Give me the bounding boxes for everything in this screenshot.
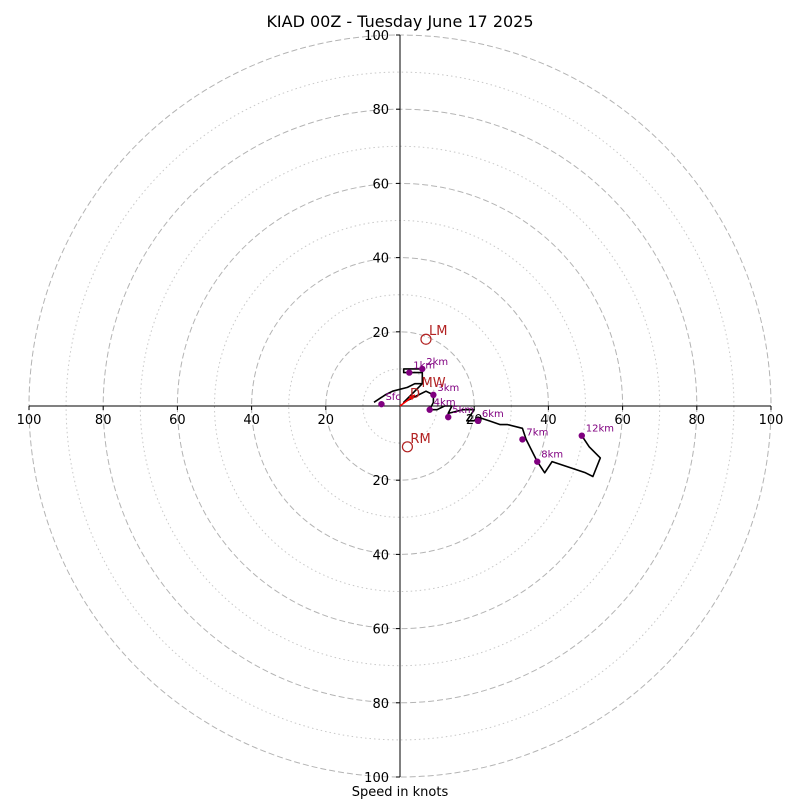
height-marker-7: [519, 436, 526, 443]
height-label-8: 8km: [541, 450, 563, 461]
y-tick-top-20: 20: [372, 326, 389, 341]
height-marker-6: [474, 417, 482, 425]
storm-marker-lm: [420, 333, 432, 345]
y-tick-bottom-20: 20: [372, 474, 389, 489]
deviant-motion-label: D: [410, 387, 420, 402]
chart-title: KIAD 00Z - Tuesday June 17 2025: [266, 12, 533, 31]
storm-marker-rm: [401, 441, 414, 453]
x-tick-right-80: 80: [689, 413, 706, 428]
height-label-5: 5km: [452, 405, 474, 416]
x-tick-right-100: 100: [759, 413, 784, 428]
x-tick-left-20: 20: [318, 413, 335, 428]
height-label-6: 6km: [482, 409, 504, 420]
height-marker-2: [419, 365, 426, 373]
storm-label-rm: RM: [410, 432, 430, 447]
height-marker-0: [378, 400, 385, 408]
height-label-3: 3km: [437, 383, 459, 394]
height-marker-4: [426, 406, 433, 413]
x-tick-left-100: 100: [17, 413, 42, 428]
y-tick-bottom-80: 80: [372, 697, 389, 712]
y-tick-bottom-40: 40: [372, 548, 389, 563]
y-tick-bottom-60: 60: [372, 623, 389, 638]
hodograph-trace: [373, 368, 602, 478]
height-label-2: 2km: [426, 357, 448, 368]
height-label-1: 1km: [413, 361, 435, 372]
height-marker-3: [430, 391, 437, 399]
height-label-9: 12km: [586, 424, 614, 435]
y-tick-top-60: 60: [372, 177, 389, 192]
height-label-0: Sfc: [385, 392, 400, 403]
x-tick-left-40: 40: [243, 413, 260, 428]
deviant-motion-arrowhead: [408, 394, 415, 401]
y-tick-top-100: 100: [364, 29, 389, 44]
height-label-4: 4km: [434, 398, 456, 409]
storm-motion-markers: LM RM MWD: [399, 324, 447, 453]
storm-label-mw: MW: [422, 376, 446, 391]
hodograph-line: [373, 368, 602, 478]
y-tick-bottom-100: 100: [364, 771, 389, 786]
height-marker-9: [578, 432, 585, 439]
storm-label-lm: LM: [429, 324, 447, 339]
height-label-7: 7km: [526, 427, 548, 438]
tick-labels: 1001008080606040402020202040406060808010…: [17, 29, 784, 786]
y-tick-top-40: 40: [372, 252, 389, 267]
x-axis-label: Speed in knots: [352, 785, 449, 800]
x-tick-left-80: 80: [95, 413, 112, 428]
x-tick-right-60: 60: [614, 413, 631, 428]
y-tick-top-80: 80: [372, 103, 389, 118]
height-marker-5: [445, 413, 452, 421]
x-tick-right-40: 40: [540, 413, 557, 428]
x-tick-left-60: 60: [169, 413, 186, 428]
height-marker-8: [534, 458, 541, 465]
height-marker-1: [406, 369, 413, 376]
